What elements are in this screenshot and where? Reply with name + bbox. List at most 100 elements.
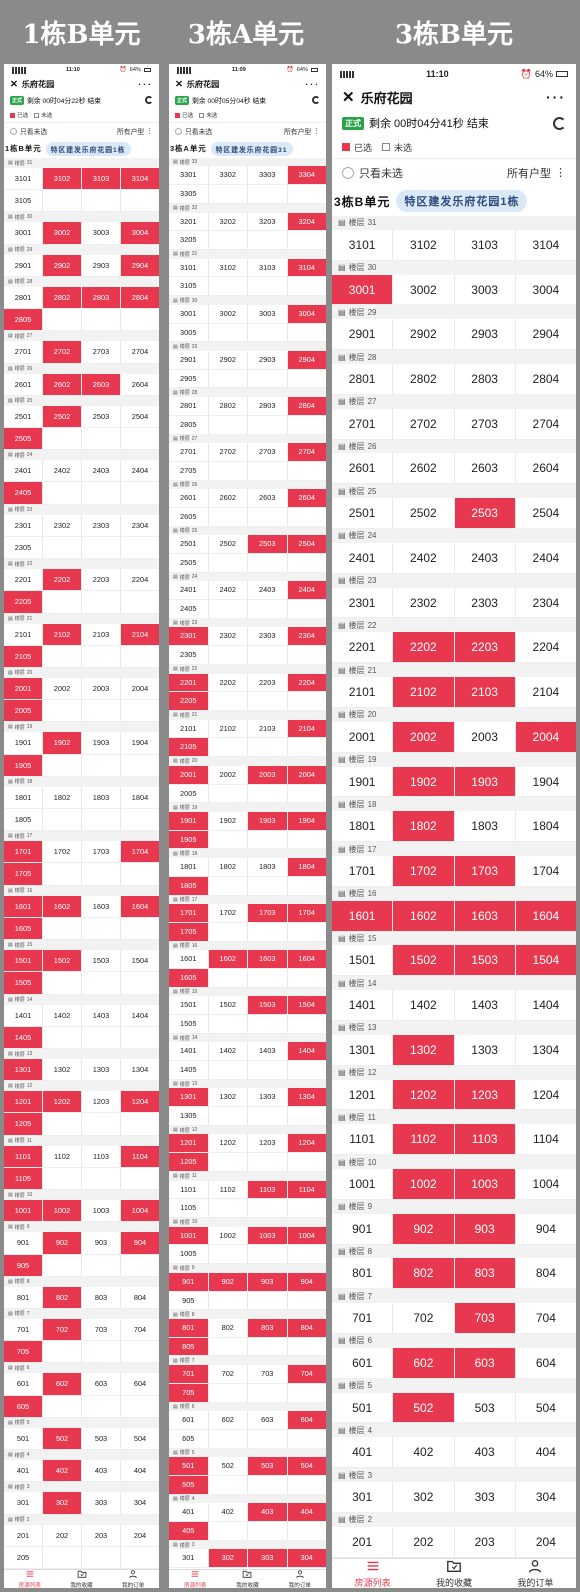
unit-cell-1902[interactable]: 1902 (392, 766, 454, 797)
unit-cell-1203[interactable]: 1203 (453, 1079, 515, 1110)
unit-cell-2303[interactable]: 2303 (81, 514, 120, 536)
unit-cell-901[interactable]: 901 (352, 1221, 373, 1236)
unit-cell-404[interactable]: 404 (514, 1437, 576, 1468)
unit-cell-2005[interactable]: 2005 (180, 788, 197, 798)
unit-cell-1802[interactable]: 1802 (392, 811, 454, 842)
unit-cell-2401[interactable]: 2401 (348, 550, 376, 565)
unit-cell-2805[interactable]: 2805 (4, 309, 42, 331)
unit-cell-1904[interactable]: 1904 (514, 766, 576, 797)
unit-cell-904[interactable]: 904 (286, 1272, 326, 1291)
unit-cell-2202[interactable]: 2202 (207, 673, 248, 692)
unit-cell-3104[interactable]: 3104 (120, 168, 159, 190)
unit-cell-2901[interactable]: 2901 (348, 327, 376, 342)
unit-cell-2802[interactable]: 2802 (392, 364, 453, 394)
unit-cell-1302[interactable]: 1302 (392, 1034, 454, 1065)
unit-cell-3302[interactable]: 3302 (207, 166, 248, 185)
unit-cell-2002[interactable]: 2002 (207, 765, 248, 784)
unit-cell-2702[interactable]: 2702 (42, 341, 81, 363)
more-menu-icon[interactable]: ··· (305, 79, 320, 89)
unit-cell-1001[interactable]: 1001 (169, 1226, 208, 1245)
unit-cell-2603[interactable]: 2603 (247, 489, 287, 507)
unit-cell-2801[interactable]: 2801 (348, 372, 376, 387)
unit-cell-1102[interactable]: 1102 (42, 1145, 81, 1167)
unit-cell-601[interactable]: 601 (182, 1415, 195, 1424)
unit-cell-1702[interactable]: 1702 (207, 903, 248, 922)
unit-cell-2804[interactable]: 2804 (286, 396, 326, 415)
unit-cell-1504[interactable]: 1504 (120, 950, 159, 972)
unit-cell-1301[interactable]: 1301 (169, 1088, 208, 1107)
unit-cell-2602[interactable]: 2602 (42, 373, 81, 395)
unit-cell-1404[interactable]: 1404 (286, 1042, 326, 1061)
unit-cell-504[interactable]: 504 (514, 1392, 576, 1423)
unit-cell-802[interactable]: 802 (392, 1258, 454, 1289)
unit-cell-701[interactable]: 701 (16, 1324, 30, 1334)
tab-favorites[interactable]: 我的收藏 (221, 1570, 273, 1588)
unit-cell-3001[interactable]: 3001 (14, 228, 32, 238)
unit-cell-3105[interactable]: 3105 (180, 281, 197, 291)
unit-cell-703[interactable]: 703 (247, 1364, 287, 1383)
tab-orders[interactable]: 我的订单 (274, 1570, 326, 1588)
unit-cell-1401[interactable]: 1401 (14, 1010, 32, 1020)
unit-cell-1205[interactable]: 1205 (4, 1113, 42, 1135)
unit-cell-3105[interactable]: 3105 (14, 196, 32, 206)
unit-cell-1303[interactable]: 1303 (81, 1059, 120, 1081)
unit-type-select[interactable]: 所有户型 ⋮ (284, 126, 320, 136)
unit-cell-2104[interactable]: 2104 (120, 623, 159, 645)
close-icon[interactable]: ✕ (342, 89, 355, 106)
unit-cell-2803[interactable]: 2803 (453, 364, 515, 394)
unit-cell-2104[interactable]: 2104 (514, 677, 576, 707)
unit-cell-1105[interactable]: 1105 (180, 1203, 197, 1213)
unit-cell-1502[interactable]: 1502 (42, 950, 81, 972)
unit-cell-1703[interactable]: 1703 (81, 841, 120, 863)
unit-cell-2402[interactable]: 2402 (42, 460, 81, 482)
unit-cell-905[interactable]: 905 (4, 1254, 42, 1276)
unit-cell-301[interactable]: 301 (352, 1490, 373, 1504)
unit-cell-1505[interactable]: 1505 (4, 972, 42, 994)
unit-cell-402[interactable]: 402 (42, 1460, 81, 1482)
unit-cell-901[interactable]: 901 (169, 1272, 208, 1291)
unit-cell-3101[interactable]: 3101 (180, 262, 197, 272)
unit-cell-1905[interactable]: 1905 (4, 754, 42, 776)
unit-cell-903[interactable]: 903 (247, 1272, 287, 1291)
unit-cell-702[interactable]: 702 (42, 1318, 81, 1341)
unit-cell-1502[interactable]: 1502 (207, 996, 248, 1014)
unit-cell-1804[interactable]: 1804 (120, 786, 159, 809)
unit-cell-3102[interactable]: 3102 (207, 258, 248, 277)
unit-cell-2301[interactable]: 2301 (169, 627, 208, 646)
unit-cell-2202[interactable]: 2202 (392, 632, 454, 663)
unit-cell-1103[interactable]: 1103 (247, 1180, 287, 1199)
unit-cell-1701[interactable]: 1701 (4, 841, 42, 863)
unit-cell-1205[interactable]: 1205 (169, 1153, 208, 1172)
unit-cell-1605[interactable]: 1605 (4, 917, 42, 940)
unit-cell-2304[interactable]: 2304 (120, 514, 159, 536)
unit-cell-3004[interactable]: 3004 (120, 222, 159, 244)
unit-cell-2204[interactable]: 2204 (514, 632, 576, 663)
unit-cell-1804[interactable]: 1804 (286, 857, 326, 876)
unit-cell-2101[interactable]: 2101 (14, 629, 32, 639)
unit-cell-1603[interactable]: 1603 (247, 950, 287, 968)
unit-cell-2803[interactable]: 2803 (247, 396, 287, 415)
unit-cell-1401[interactable]: 1401 (348, 998, 376, 1013)
unit-cell-2604[interactable]: 2604 (514, 453, 576, 484)
unit-cell-2201[interactable]: 2201 (348, 640, 376, 655)
unit-cell-2502[interactable]: 2502 (42, 405, 81, 427)
unit-cell-2405[interactable]: 2405 (4, 482, 42, 504)
unit-cell-902[interactable]: 902 (207, 1272, 247, 1291)
unit-cell-2804[interactable]: 2804 (120, 286, 159, 309)
unit-cell-1801[interactable]: 1801 (14, 792, 32, 802)
unit-cell-2504[interactable]: 2504 (286, 535, 326, 554)
unit-cell-2301[interactable]: 2301 (14, 520, 32, 530)
unit-cell-202[interactable]: 202 (42, 1524, 81, 1546)
unit-cell-1404[interactable]: 1404 (514, 990, 576, 1020)
unit-cell-303[interactable]: 303 (81, 1492, 120, 1514)
unit-cell-2802[interactable]: 2802 (42, 286, 81, 309)
unit-cell-2601[interactable]: 2601 (14, 379, 32, 389)
unit-cell-1202[interactable]: 1202 (207, 1134, 248, 1153)
unit-cell-3101[interactable]: 3101 (14, 174, 32, 183)
unit-cell-501[interactable]: 501 (352, 1400, 373, 1415)
unit-cell-2503[interactable]: 2503 (247, 535, 287, 554)
unit-cell-2304[interactable]: 2304 (514, 587, 576, 618)
unit-cell-1104[interactable]: 1104 (514, 1124, 576, 1155)
unit-cell-1603[interactable]: 1603 (453, 900, 515, 931)
unit-cell-2703[interactable]: 2703 (453, 408, 515, 439)
